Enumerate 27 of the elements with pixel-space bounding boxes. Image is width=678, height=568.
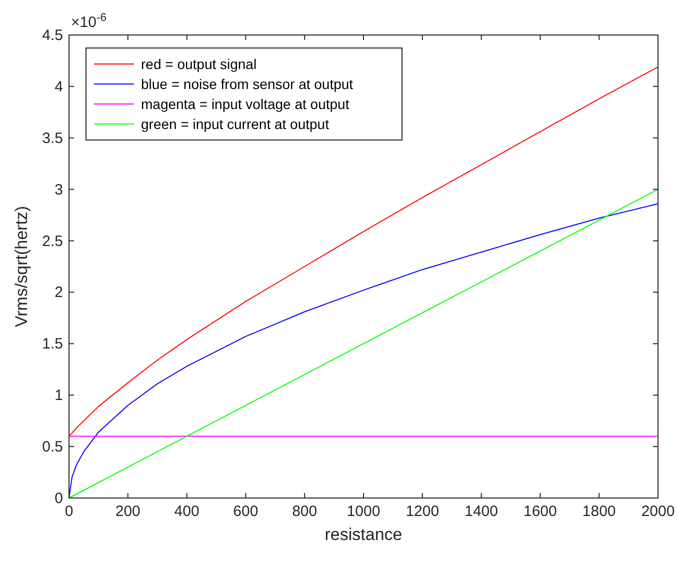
x-tick-label: 1000 — [346, 503, 380, 520]
y-tick-label: 0 — [54, 490, 63, 507]
y-axis-title: Vrms/sqrt(hertz) — [12, 206, 31, 328]
x-tick-label: 1200 — [406, 503, 440, 520]
legend-label: green = input current at output — [141, 116, 330, 132]
x-tick-label: 1600 — [524, 503, 557, 520]
x-tick-label: 2000 — [641, 503, 675, 520]
legend-label: magenta = input voltage at output — [141, 96, 350, 112]
y-tick-label: 3.5 — [42, 130, 63, 147]
y-tick-label: 4 — [54, 78, 63, 96]
x-tick-label: 400 — [174, 503, 200, 520]
text: ×10$^{-6}$ — [71, 12, 106, 31]
x-axis-title: resistance — [324, 525, 402, 544]
y-tick-label: 1.5 — [42, 336, 63, 353]
x-tick-label: 200 — [115, 503, 140, 520]
y-tick-label: 2.5 — [42, 232, 63, 250]
y-tick-label: 2 — [54, 284, 63, 302]
y-tick-label: 3 — [54, 181, 63, 198]
x-tick-label: 1800 — [582, 503, 616, 520]
x-tick-label: 1400 — [464, 503, 498, 520]
legend-label: red = output signal — [141, 56, 257, 72]
x-tick-label: 600 — [233, 503, 258, 520]
legend-label: blue = noise from sensor at output — [141, 76, 354, 92]
y-tick-label: 0.5 — [42, 438, 63, 456]
x-tick-label: 800 — [292, 503, 318, 520]
y-tick-label: 1 — [54, 387, 63, 404]
y-tick-label: 4.5 — [42, 27, 63, 44]
